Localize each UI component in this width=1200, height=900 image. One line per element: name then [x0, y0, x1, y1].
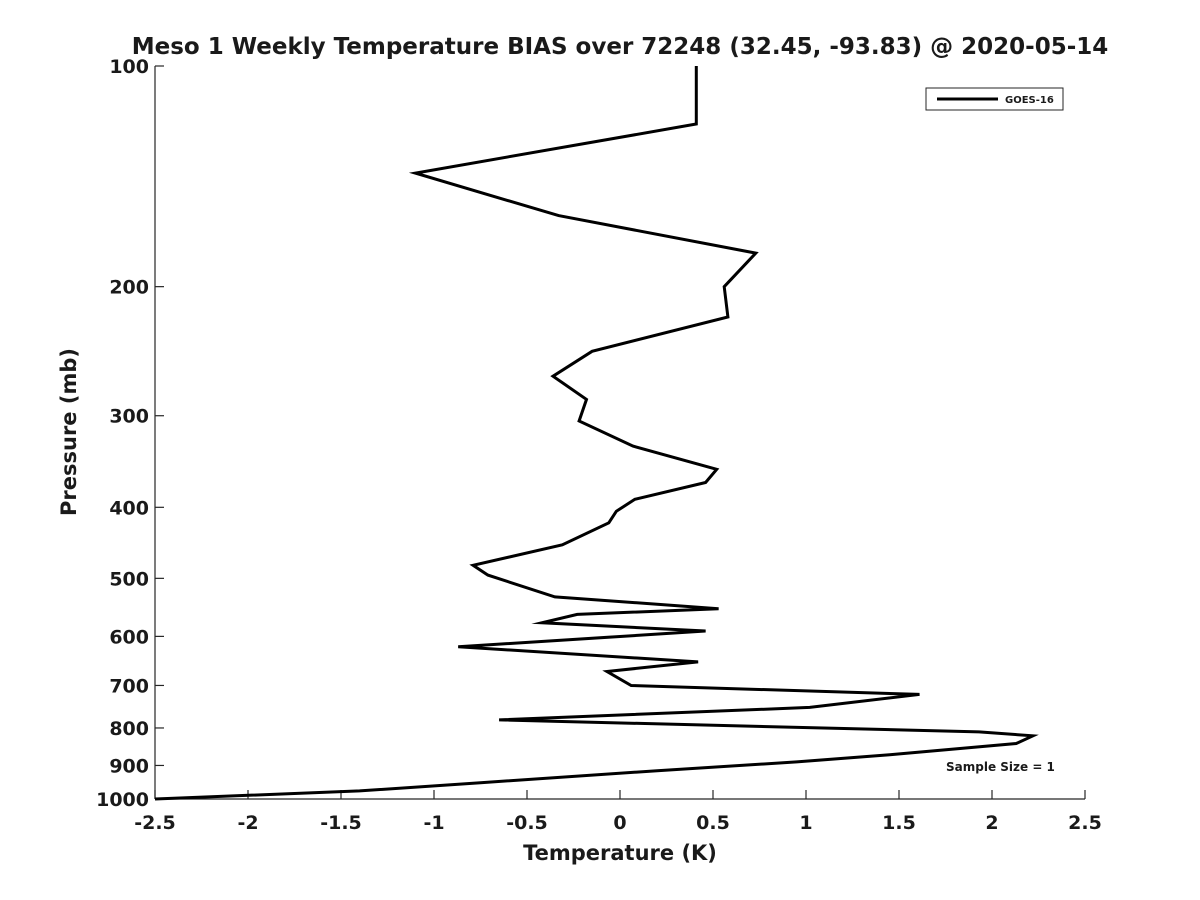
x-tick-label: -1.5 [320, 812, 362, 834]
y-tick-label: 800 [109, 718, 149, 740]
series-line-goes-16 [154, 66, 1039, 801]
x-tick-label: 1.5 [882, 812, 916, 834]
y-tick-label: 300 [109, 406, 149, 428]
x-tick-label: 2 [985, 812, 998, 834]
y-tick-label: 1000 [96, 789, 149, 811]
x-tick-label: -1 [423, 812, 444, 834]
y-tick-label: 500 [109, 568, 149, 590]
x-tick-label: -2.5 [134, 812, 176, 834]
y-axis-label: Pressure (mb) [57, 348, 81, 516]
x-tick-label: 0 [613, 812, 626, 834]
legend-label-goes-16: GOES-16 [1005, 95, 1054, 106]
chart-title: Meso 1 Weekly Temperature BIAS over 7224… [132, 34, 1109, 60]
x-axis-label: Temperature (K) [523, 841, 717, 865]
legend: GOES-16 [925, 87, 1064, 111]
y-tick-label: 900 [109, 755, 149, 777]
x-axis-ticks: -2.5 -2 -1.5 -1 -0.5 0 0.5 1 1.5 2 2.5 [134, 790, 1102, 834]
y-tick-label: 700 [109, 675, 149, 697]
x-tick-label: 0.5 [696, 812, 730, 834]
y-tick-label: 400 [109, 497, 149, 519]
x-tick-label: -2 [237, 812, 258, 834]
y-axis-ticks: 100 200 300 400 500 600 700 800 900 1000 [96, 56, 164, 811]
y-tick-label: 100 [109, 56, 149, 78]
x-tick-label: 2.5 [1068, 812, 1102, 834]
series-layer [154, 66, 1039, 801]
sample-size-annotation: Sample Size = 1 [946, 760, 1055, 774]
y-tick-label: 600 [109, 626, 149, 648]
x-tick-label: 1 [799, 812, 812, 834]
x-tick-label: -0.5 [506, 812, 548, 834]
y-tick-label: 200 [109, 277, 149, 299]
